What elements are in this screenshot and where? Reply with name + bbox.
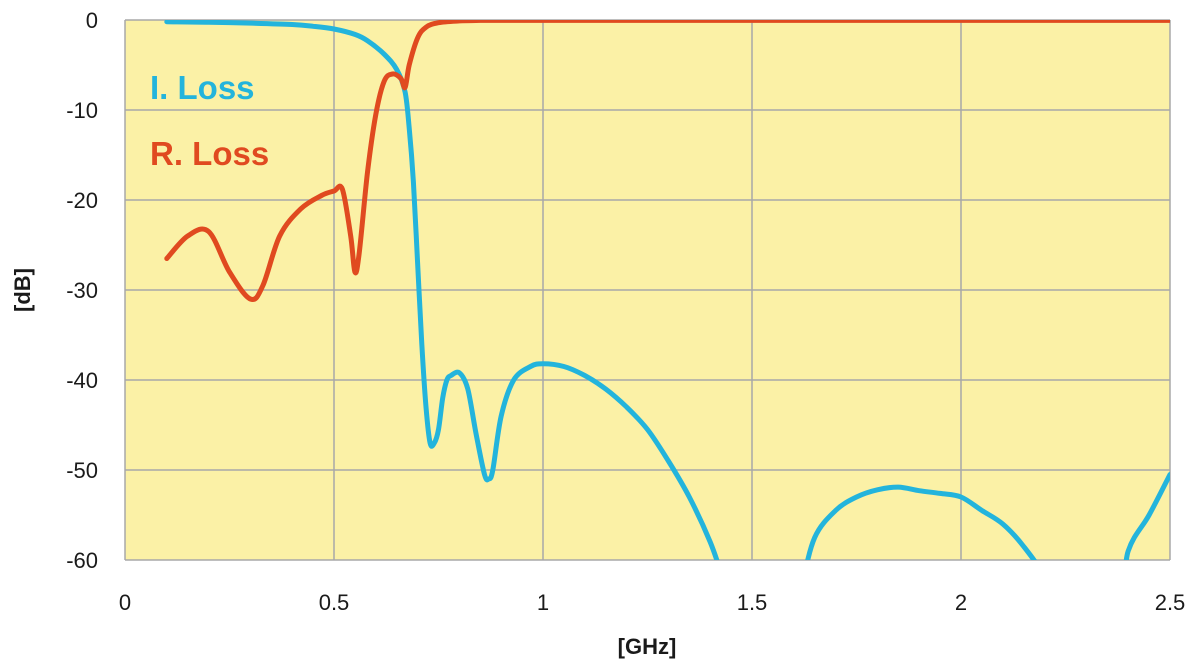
series-line-rloss bbox=[164, 20, 1170, 302]
y-tick-label: -10 bbox=[66, 98, 98, 123]
y-axis-title: [dB] bbox=[10, 268, 35, 312]
x-tick-label: 2.5 bbox=[1155, 590, 1186, 615]
x-tick-label: 1.5 bbox=[737, 590, 768, 615]
y-tick-label: -50 bbox=[66, 458, 98, 483]
x-axis-title: [GHz] bbox=[618, 634, 677, 659]
x-tick-label: 1 bbox=[537, 590, 549, 615]
series-layer bbox=[164, 20, 1170, 560]
x-tick-label: 2 bbox=[955, 590, 967, 615]
series-line-iloss bbox=[164, 20, 1170, 560]
x-tick-labels: 0 0.5 1 1.5 2 2.5 bbox=[119, 590, 1185, 615]
y-tick-label: -60 bbox=[66, 548, 98, 573]
legend-label-rloss: R. Loss bbox=[150, 135, 269, 172]
y-tick-label: 0 bbox=[86, 8, 98, 33]
y-tick-label: -30 bbox=[66, 278, 98, 303]
y-tick-label: -20 bbox=[66, 188, 98, 213]
y-tick-labels: 0 -10 -20 -30 -40 -50 -60 bbox=[66, 8, 98, 573]
grid-lines bbox=[124, 19, 1171, 561]
x-tick-label: 0.5 bbox=[319, 590, 350, 615]
y-tick-label: -40 bbox=[66, 368, 98, 393]
legend-label-iloss: I. Loss bbox=[150, 69, 255, 106]
x-tick-label: 0 bbox=[119, 590, 131, 615]
